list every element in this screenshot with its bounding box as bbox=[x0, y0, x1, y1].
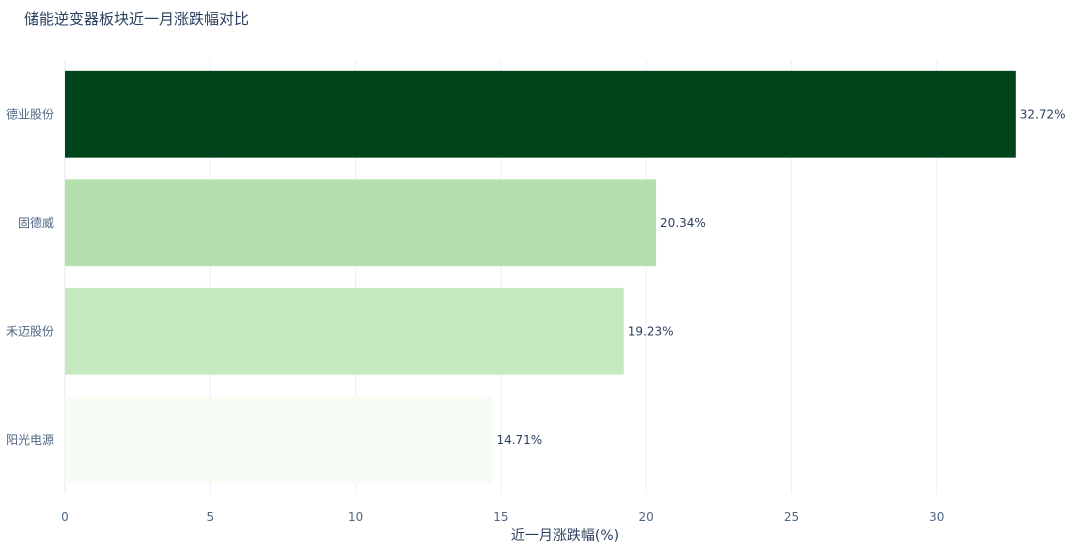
bar bbox=[65, 70, 1016, 158]
x-tick-label: 20 bbox=[639, 510, 654, 524]
x-tick-label: 10 bbox=[348, 510, 363, 524]
x-tick-label: 25 bbox=[784, 510, 799, 524]
x-tick-label: 15 bbox=[493, 510, 508, 524]
x-axis-title: 近一月涨跌幅(%) bbox=[511, 528, 619, 544]
y-category-label: 禾迈股份 bbox=[6, 324, 54, 338]
bar bbox=[65, 179, 657, 267]
bar-value-label: 14.71% bbox=[496, 433, 542, 447]
x-tick-label: 5 bbox=[206, 510, 214, 524]
bar bbox=[65, 396, 493, 484]
x-tick-label: 0 bbox=[61, 510, 69, 524]
bar-value-label: 32.72% bbox=[1020, 107, 1066, 121]
bar-value-label: 19.23% bbox=[628, 324, 674, 338]
x-tick-label: 30 bbox=[929, 510, 944, 524]
y-category-label: 固德威 bbox=[18, 215, 54, 230]
y-category-label: 阳光电源 bbox=[6, 433, 54, 447]
y-category-label: 德业股份 bbox=[6, 106, 54, 121]
chart-title: 储能逆变器板块近一月涨跌幅对比 bbox=[24, 10, 250, 28]
bar bbox=[65, 287, 624, 375]
bar-value-label: 20.34% bbox=[660, 216, 706, 230]
